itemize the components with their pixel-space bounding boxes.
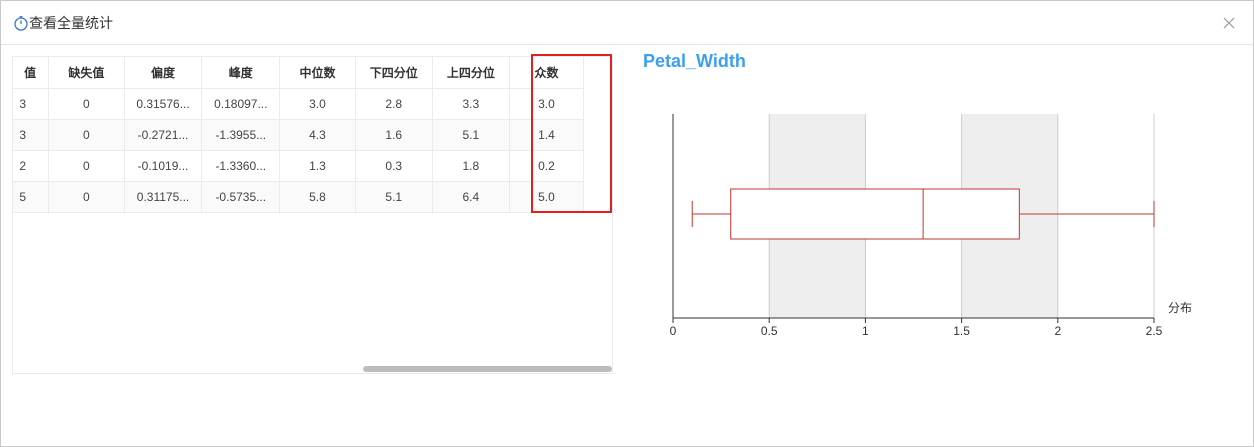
- table-cell: 5.0: [509, 181, 585, 213]
- table-cell: 5.1: [355, 181, 433, 213]
- table-cell: -1.3955...: [201, 119, 281, 151]
- table-cell: 0: [48, 181, 125, 213]
- table-row[interactable]: 2 0 -0.1019... -1.3360... 1.3 0.3 1.8 0.…: [13, 150, 585, 182]
- x-tick-label: 0.5: [761, 324, 778, 338]
- column-header[interactable]: 中位数: [279, 57, 356, 89]
- table-cell: -0.5735...: [201, 181, 281, 213]
- table-cell: 0.2: [509, 150, 585, 182]
- table-cell: 2.8: [355, 88, 433, 120]
- column-header[interactable]: 缺失值: [48, 57, 125, 89]
- table-cell: -0.1019...: [124, 150, 203, 182]
- x-tick-label: 1.5: [953, 324, 970, 338]
- stopwatch-icon: [14, 16, 28, 31]
- dialog-titlebar: 查看全量统计: [1, 1, 1253, 45]
- table-cell: 0.31175...: [124, 181, 203, 213]
- dialog-title: 查看全量统计: [29, 16, 113, 32]
- column-header[interactable]: 下四分位: [355, 57, 433, 89]
- x-tick-label: 2.5: [1146, 324, 1163, 338]
- column-header[interactable]: 峰度: [201, 57, 281, 89]
- table-cell: 2: [13, 150, 50, 182]
- table-cell: 5.1: [432, 119, 510, 151]
- table-cell: 1.3: [279, 150, 356, 182]
- chart-title: Petal_Width: [643, 51, 746, 71]
- table-cell: 1.6: [355, 119, 433, 151]
- table-cell: 0: [48, 119, 125, 151]
- table-cell: 5: [13, 181, 50, 213]
- table-cell: 3: [13, 119, 50, 151]
- close-icon[interactable]: [1221, 15, 1237, 31]
- table-row[interactable]: 3 0 -0.2721... -1.3955... 4.3 1.6 5.1 1.…: [13, 119, 585, 151]
- box-iqr: [730, 188, 1020, 240]
- table-row[interactable]: 3 0 0.31576... 0.18097... 3.0 2.8 3.3 3.…: [13, 88, 585, 120]
- table-cell: -0.2721...: [124, 119, 203, 151]
- x-tick-label: 2: [1054, 324, 1061, 338]
- table-cell: 3.0: [509, 88, 585, 120]
- table-cell: 5.8: [279, 181, 356, 213]
- table-cell: 3.3: [432, 88, 510, 120]
- table-horizontal-scrollbar[interactable]: [363, 366, 612, 372]
- table-cell: 0.3: [355, 150, 433, 182]
- column-header[interactable]: 值: [13, 57, 50, 89]
- x-tick-label: 0: [670, 324, 677, 338]
- table-cell: 0: [48, 88, 125, 120]
- x-tick-label: 1: [862, 324, 869, 338]
- column-header[interactable]: 偏度: [124, 57, 203, 89]
- table-cell: 3: [13, 88, 50, 120]
- stats-table-container[interactable]: 值 缺失值 偏度 峰度 中位数 下四分位 上四分位 众数 3 0 0.31576…: [12, 56, 613, 374]
- x-axis-label: 分布: [1168, 301, 1192, 315]
- table-cell: 3.0: [279, 88, 356, 120]
- table-cell: 1.8: [432, 150, 510, 182]
- table-cell: -1.3360...: [201, 150, 281, 182]
- table-cell: 0: [48, 150, 125, 182]
- column-header[interactable]: 众数: [509, 57, 585, 89]
- table-cell: 0.18097...: [201, 88, 281, 120]
- table-header-row: 值 缺失值 偏度 峰度 中位数 下四分位 上四分位 众数: [13, 57, 585, 89]
- column-header[interactable]: 上四分位: [432, 57, 510, 89]
- table-cell: 1.4: [509, 119, 585, 151]
- table-row[interactable]: 5 0 0.31175... -0.5735... 5.8 5.1 6.4 5.…: [13, 181, 585, 213]
- table-cell: 4.3: [279, 119, 356, 151]
- stats-table: 值 缺失值 偏度 峰度 中位数 下四分位 上四分位 众数 3 0 0.31576…: [13, 57, 585, 213]
- table-cell: 0.31576...: [124, 88, 203, 120]
- table-cell: 6.4: [432, 181, 510, 213]
- boxplot-chart: 0 0.5 1 1.5 2 2.5 分布: [670, 114, 1192, 338]
